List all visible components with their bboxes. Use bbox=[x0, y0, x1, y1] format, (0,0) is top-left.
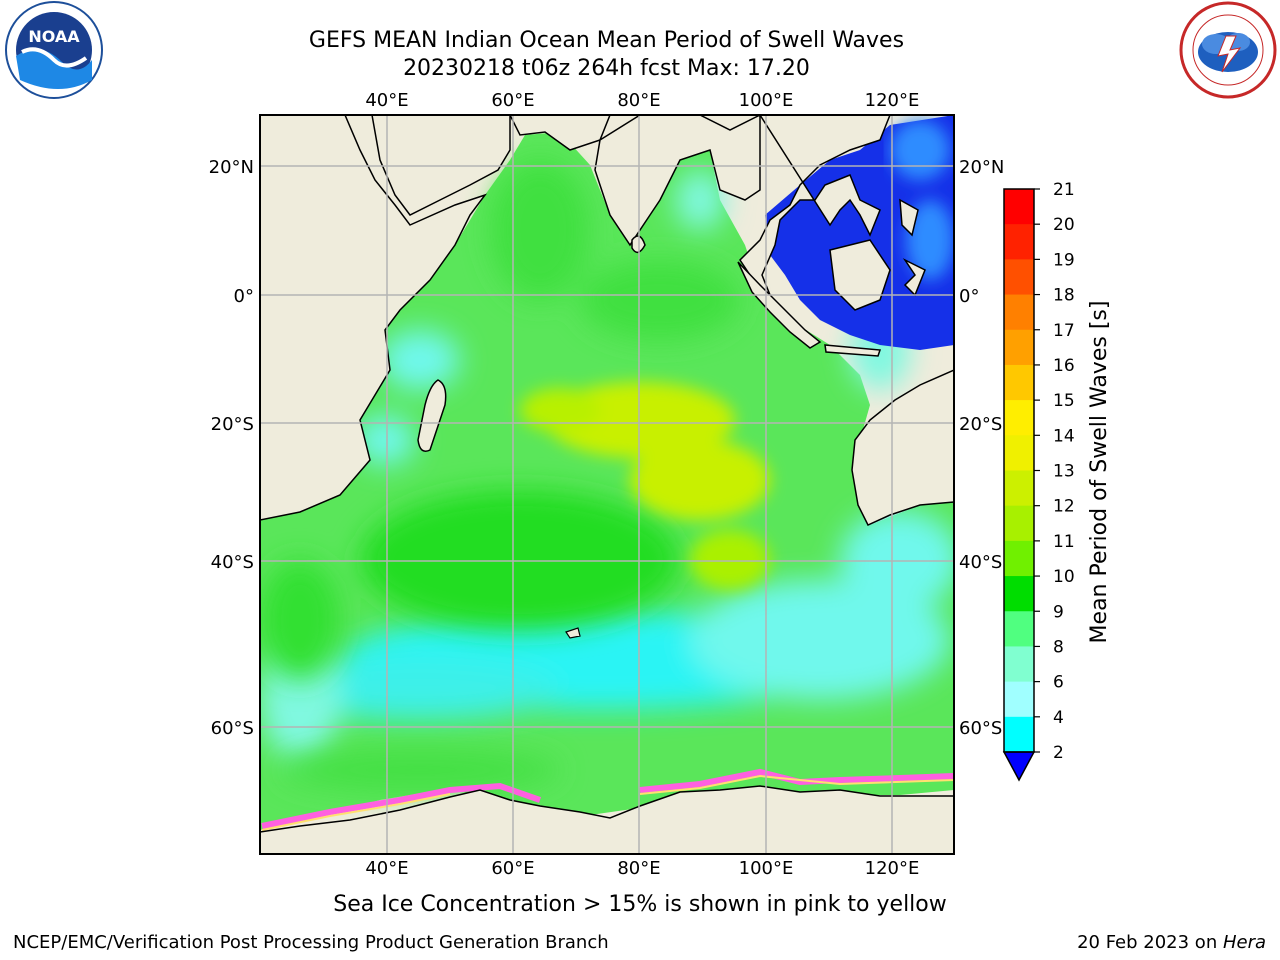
lat-labels-left: 20°N 0° 20°S 40°S 60°S bbox=[209, 157, 254, 739]
lon-label: 40°E bbox=[365, 858, 408, 879]
colorbar-tick-label: 20 bbox=[1053, 215, 1075, 235]
colorbar-segment bbox=[1004, 470, 1034, 507]
lon-label: 40°E bbox=[365, 90, 408, 111]
colorbar-segment bbox=[1004, 435, 1034, 471]
colorbar-segment bbox=[1004, 259, 1034, 296]
lat-label: 60°S bbox=[959, 718, 1002, 739]
colorbar-tick-label: 16 bbox=[1053, 356, 1075, 376]
antarctica-land bbox=[260, 785, 954, 854]
lat-label: 20°N bbox=[959, 157, 1004, 178]
colorbar-segment bbox=[1004, 576, 1034, 612]
lat-label: 0° bbox=[959, 286, 979, 307]
production-date: 20 Feb 2023 on Hera bbox=[1077, 932, 1266, 953]
lon-label: 120°E bbox=[865, 858, 920, 879]
colorbar-tick-label: 15 bbox=[1053, 391, 1075, 411]
colorbar-segment bbox=[1004, 364, 1034, 401]
colorbar-segment bbox=[1004, 681, 1034, 718]
india-land bbox=[594, 115, 761, 247]
colorbar-tick-label: 21 bbox=[1053, 180, 1075, 200]
colorbar-segment bbox=[1004, 294, 1034, 331]
production-date-text: 20 Feb 2023 on bbox=[1077, 932, 1223, 953]
colorbar-tick-label: 11 bbox=[1053, 532, 1075, 552]
lat-label: 40°S bbox=[959, 552, 1002, 573]
lat-label: 40°S bbox=[211, 552, 254, 573]
colorbar-segment bbox=[1004, 505, 1034, 542]
lon-labels-bottom: 40°E 60°E 80°E 100°E 120°E bbox=[365, 858, 919, 879]
lat-label: 20°S bbox=[959, 414, 1002, 435]
noaa-logo-text: NOAA bbox=[28, 27, 80, 46]
lon-label: 100°E bbox=[739, 90, 794, 111]
graticule bbox=[260, 115, 954, 854]
lon-label: 100°E bbox=[739, 858, 794, 879]
colorbar-tick-label: 9 bbox=[1053, 602, 1064, 622]
colorbar-label: Mean Period of Swell Waves [s] bbox=[1087, 301, 1112, 644]
lat-label: 60°S bbox=[211, 718, 254, 739]
lon-label: 80°E bbox=[617, 90, 660, 111]
colorbar-tick-label: 6 bbox=[1053, 673, 1064, 693]
colorbar-tick-label: 17 bbox=[1053, 321, 1075, 341]
madagascar-land bbox=[417, 379, 447, 452]
colorbar-tick-label: 8 bbox=[1053, 637, 1064, 657]
colorbar-segment bbox=[1004, 329, 1034, 366]
chart-subtitle: 20230218 t06z 264h fcst Max: 17.20 bbox=[403, 56, 810, 81]
colorbar-tick-label: 12 bbox=[1053, 497, 1075, 517]
noaa-logo: NOAA bbox=[5, 1, 103, 99]
lon-label: 60°E bbox=[491, 858, 534, 879]
lon-label: 60°E bbox=[491, 90, 534, 111]
map-frame bbox=[259, 114, 955, 855]
colorbar-tick-label: 10 bbox=[1053, 567, 1075, 587]
colorbar-segment bbox=[1004, 646, 1034, 683]
colorbar-segment bbox=[1004, 400, 1034, 436]
colorbar-tick-label: 13 bbox=[1053, 462, 1075, 482]
lat-label: 0° bbox=[234, 286, 254, 307]
colorbar-segment bbox=[1004, 189, 1034, 225]
africa-land bbox=[260, 115, 488, 521]
production-host: Hera bbox=[1222, 932, 1266, 953]
colorbar-under-triangle bbox=[1002, 751, 1036, 782]
australia-land bbox=[851, 369, 954, 526]
chart-title: GEFS MEAN Indian Ocean Mean Period of Sw… bbox=[308, 28, 905, 53]
colorbar-segment bbox=[1004, 540, 1034, 577]
lon-labels-top: 40°E 60°E 80°E 100°E 120°E bbox=[365, 90, 919, 111]
lon-label: 80°E bbox=[617, 858, 660, 879]
colorbar: 21 20 19 18 17 16 15 14 13 12 11 10 9 8 6 4 2 bbox=[1002, 180, 1075, 782]
colorbar-tick-label: 2 bbox=[1053, 743, 1064, 763]
colorbar-tick-label: 14 bbox=[1053, 426, 1075, 446]
lat-labels-right: 20°N 0° 20°S 40°S 60°S bbox=[959, 157, 1004, 739]
sea-ice-note: Sea Ice Concentration > 15% is shown in … bbox=[333, 892, 947, 917]
sumatra-land bbox=[737, 261, 822, 349]
lat-label: 20°N bbox=[209, 157, 254, 178]
lon-label: 120°E bbox=[865, 90, 920, 111]
producer-credit: NCEP/EMC/Verification Post Processing Pr… bbox=[13, 932, 609, 953]
colorbar-segment bbox=[1004, 716, 1034, 753]
nws-logo bbox=[1179, 1, 1277, 99]
colorbar-tick-label: 18 bbox=[1053, 286, 1075, 306]
lat-label: 20°S bbox=[211, 414, 254, 435]
colorbar-segment bbox=[1004, 224, 1034, 260]
map-canvas bbox=[260, 115, 954, 854]
colorbar-segment bbox=[1004, 611, 1034, 647]
indochina-land bbox=[739, 115, 891, 297]
colorbar-tick-label: 4 bbox=[1053, 708, 1064, 728]
colorbar-tick-label: 19 bbox=[1053, 250, 1075, 270]
sea-ice-edge bbox=[261, 768, 954, 829]
